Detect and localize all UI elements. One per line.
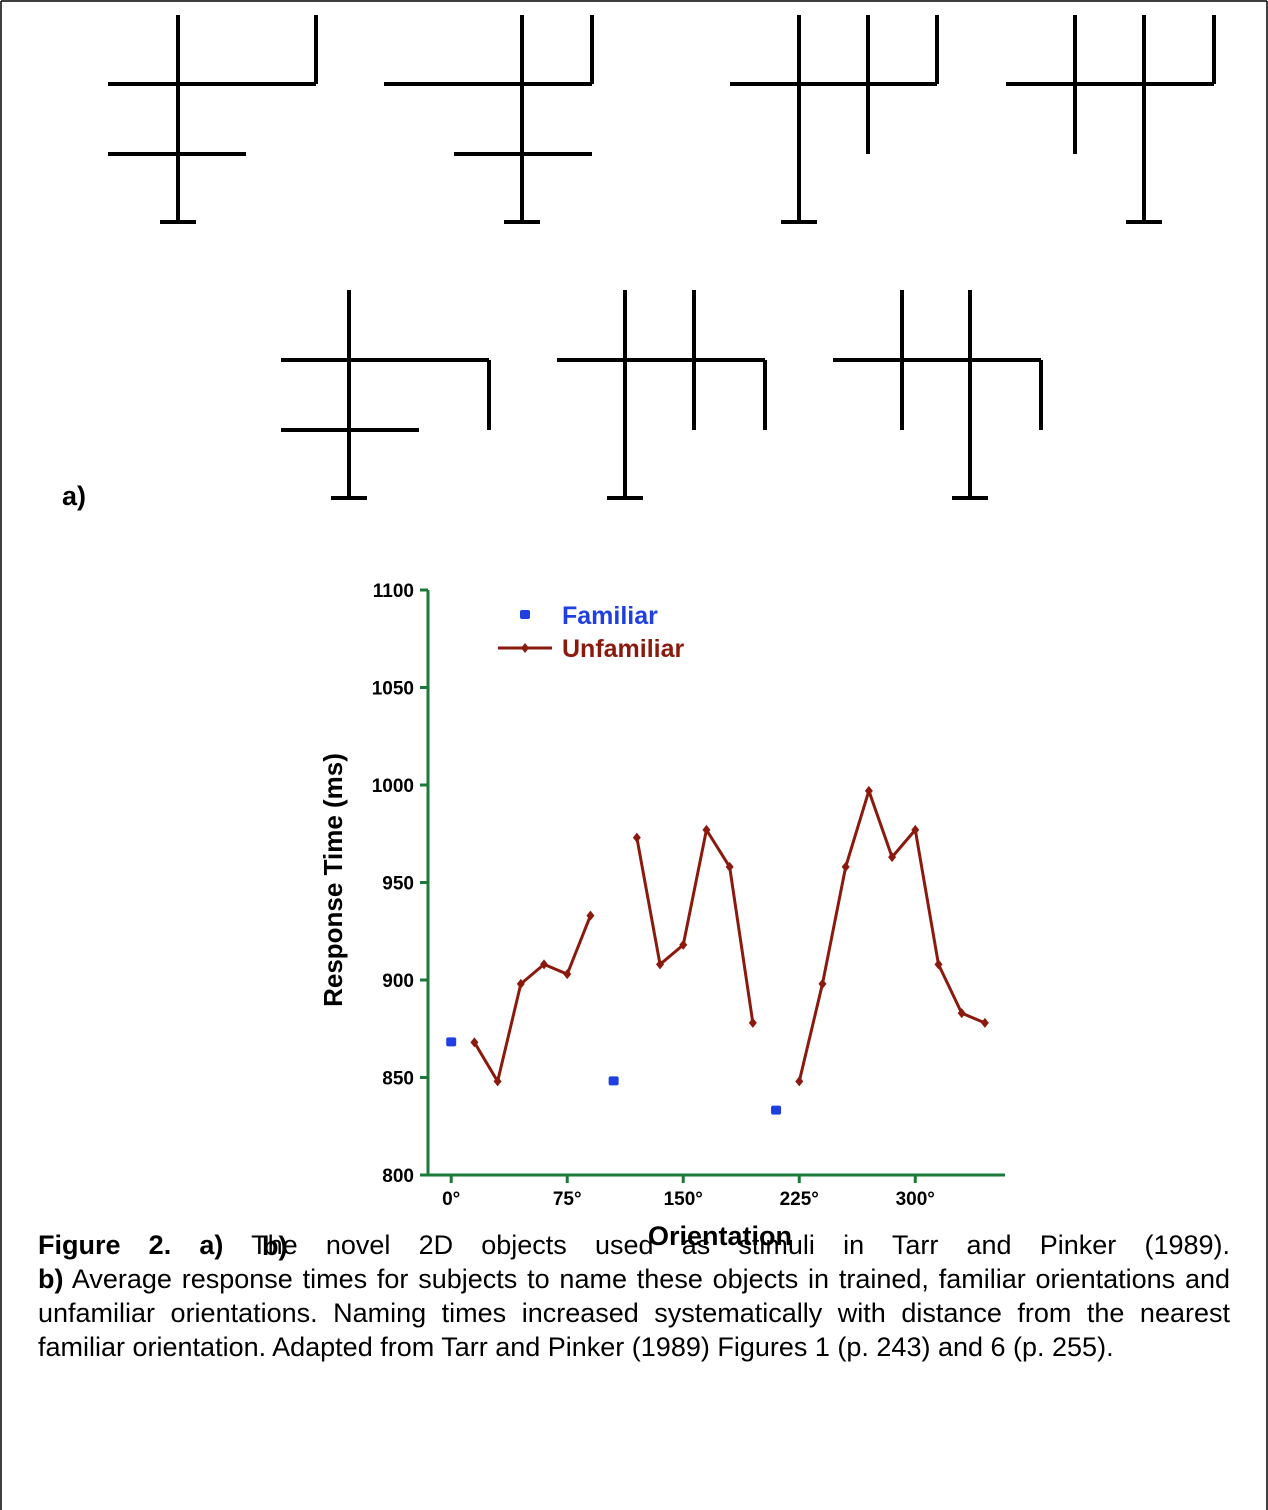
caption-text: The novel 2D objects used as stimuli in … (251, 1230, 1230, 1260)
caption-part-label: a) (199, 1230, 224, 1260)
y-axis-label: Response Time (ms) (318, 753, 348, 1007)
y-tick-label: 950 (382, 874, 414, 895)
legend-marker (521, 643, 529, 653)
stimulus (730, 15, 939, 224)
series-line (473, 915, 592, 1086)
x-axis-label: Orientation (648, 1221, 792, 1251)
point (980, 1017, 989, 1028)
point (725, 861, 734, 872)
point (540, 959, 549, 970)
point (563, 969, 572, 980)
caption-part-label: b) (38, 1264, 64, 1294)
caption-paragraph: b) Average response times for subjects t… (38, 1262, 1230, 1364)
point (818, 978, 827, 989)
legend-label: Familiar (562, 602, 658, 630)
point (771, 1105, 782, 1115)
x-tick-label: 75° (553, 1189, 582, 1210)
series-line (797, 786, 986, 1082)
caption-line: Figure 2. a) The novel 2D objects used a… (38, 1228, 1230, 1262)
point (864, 785, 873, 796)
point (795, 1076, 804, 1087)
y-tick-label: 900 (382, 971, 414, 992)
point (470, 1037, 479, 1048)
point (957, 1008, 966, 1019)
panel-label: b) (262, 1231, 287, 1261)
y-tick-label: 800 (382, 1166, 414, 1187)
point (586, 910, 595, 921)
point (446, 1037, 457, 1047)
legend-marker (520, 610, 530, 619)
stimulus (108, 15, 318, 224)
stimulus (1006, 15, 1216, 224)
point (679, 939, 688, 950)
series-line (635, 825, 755, 1024)
caption-label: Figure 2. (38, 1230, 172, 1260)
point (632, 832, 641, 843)
point (934, 959, 943, 970)
y-tick-label: 1050 (372, 679, 414, 700)
stimuli (108, 15, 1216, 500)
y-tick-label: 1000 (372, 776, 414, 797)
y-tick-label: 850 (382, 1069, 414, 1090)
x-tick-label: 0° (442, 1189, 460, 1210)
x-tick-label: 150° (664, 1189, 703, 1210)
point (748, 1017, 757, 1028)
stimulus (281, 290, 491, 500)
legend-label: Unfamiliar (562, 635, 685, 663)
point (608, 1076, 619, 1086)
y-tick-label: 1100 (373, 581, 414, 602)
point (493, 1076, 502, 1087)
panel-label: a) (62, 481, 86, 511)
point (702, 824, 711, 835)
point (841, 861, 850, 872)
x-tick-label: 300° (896, 1189, 935, 1210)
point (656, 959, 665, 970)
x-tick-label: 225° (780, 1189, 819, 1210)
stimulus (384, 15, 594, 224)
stimulus (833, 290, 1043, 500)
point (911, 824, 920, 835)
point (888, 852, 897, 863)
caption-text: Average response times for subjects to n… (38, 1264, 1230, 1362)
point (516, 978, 525, 989)
stimulus (557, 290, 767, 500)
